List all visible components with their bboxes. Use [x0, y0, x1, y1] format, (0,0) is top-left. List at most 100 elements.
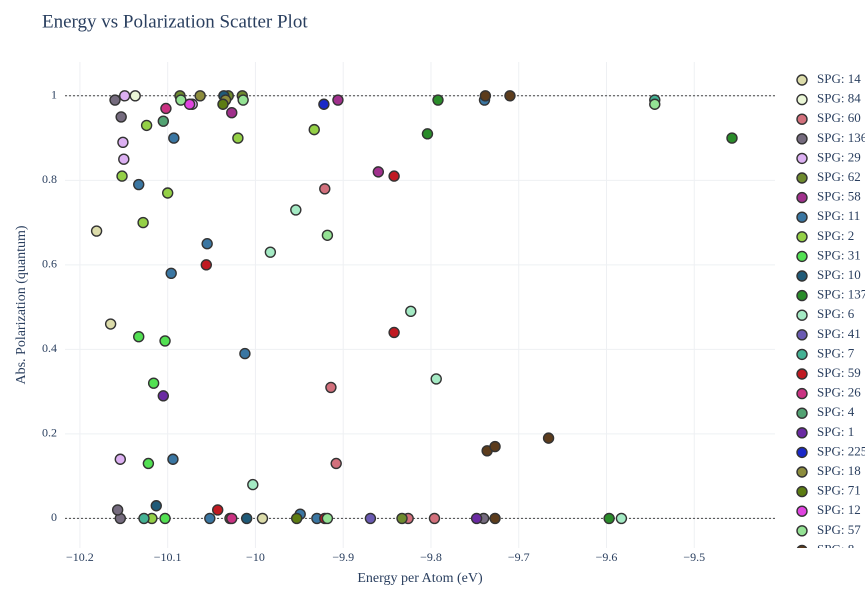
legend-label[interactable]: SPG: 7: [817, 345, 855, 360]
point: [325, 381, 337, 394]
legend-marker[interactable]: [796, 270, 808, 282]
legend-marker[interactable]: [796, 172, 808, 184]
point: [150, 500, 162, 512]
point: [239, 347, 251, 360]
point: [159, 512, 171, 525]
point: [157, 115, 169, 127]
point: [168, 132, 180, 144]
x-tick-label: −9.9: [332, 550, 354, 564]
x-tick-label: −9.5: [683, 550, 705, 564]
point: [430, 373, 442, 385]
legend-marker[interactable]: [796, 74, 808, 86]
legend-marker[interactable]: [796, 348, 808, 361]
legend-label[interactable]: SPG: 6: [817, 306, 855, 321]
legend-label[interactable]: SPG: 12: [817, 502, 861, 517]
point: [290, 204, 302, 216]
point: [372, 166, 385, 178]
legend-label[interactable]: SPG: 1: [817, 424, 854, 439]
point: [428, 512, 441, 525]
point: [332, 94, 344, 106]
x-tick-label: −9.7: [508, 550, 530, 564]
point: [201, 238, 213, 250]
legend-label[interactable]: SPG: 2: [817, 228, 854, 243]
point: [364, 512, 377, 525]
x-tick-label: −10.1: [154, 550, 182, 564]
x-tick-label: −9.8: [420, 550, 442, 564]
point: [489, 512, 501, 525]
point: [308, 123, 320, 136]
point: [133, 178, 145, 191]
point: [114, 453, 126, 465]
legend-marker[interactable]: [796, 387, 808, 400]
y-tick-label: 0: [51, 510, 57, 524]
legend-label[interactable]: SPG: 26: [817, 385, 861, 400]
point: [432, 94, 444, 106]
y-tick-label: 0.8: [42, 172, 57, 186]
legend-label[interactable]: SPG: 58: [817, 189, 861, 204]
legend-label[interactable]: SPG: 62: [817, 169, 861, 184]
legend-marker[interactable]: [796, 133, 808, 145]
legend-marker[interactable]: [796, 93, 808, 106]
legend-marker[interactable]: [796, 525, 808, 537]
legend-marker[interactable]: [796, 485, 808, 498]
legend-marker[interactable]: [796, 466, 808, 478]
legend-label[interactable]: SPG: 10: [817, 267, 861, 282]
legend-marker[interactable]: [796, 446, 808, 459]
points: [90, 90, 738, 525]
legend-marker[interactable]: [796, 113, 808, 125]
legend-label[interactable]: SPG: 29: [817, 149, 861, 164]
point: [240, 512, 253, 525]
point: [133, 330, 145, 343]
legend-label[interactable]: SPG: 11: [817, 208, 860, 223]
legend-marker[interactable]: [796, 289, 808, 302]
legend-marker[interactable]: [796, 231, 808, 243]
point: [318, 98, 330, 110]
point: [226, 512, 238, 525]
point: [237, 94, 249, 106]
legend-label[interactable]: SPG: 4: [817, 404, 855, 419]
legend-label[interactable]: SPG: 71: [817, 483, 861, 498]
point: [330, 457, 342, 470]
point: [489, 440, 501, 453]
legend-marker[interactable]: [796, 152, 808, 165]
point: [129, 90, 141, 102]
legend-marker[interactable]: [796, 191, 808, 204]
point: [726, 132, 738, 144]
x-tick-label: −10.2: [66, 550, 94, 564]
y-tick-label: 0.6: [42, 257, 57, 271]
legend-marker[interactable]: [796, 407, 808, 419]
point: [200, 259, 212, 271]
legend-label[interactable]: SPG: 31: [817, 247, 861, 262]
point: [421, 128, 434, 140]
legend-marker[interactable]: [796, 427, 808, 439]
point: [167, 453, 179, 465]
legend-label[interactable]: SPG: 59: [817, 365, 861, 380]
point: [319, 183, 331, 195]
point: [140, 119, 153, 132]
point: [470, 512, 483, 525]
legend-label[interactable]: SPG: 57: [817, 522, 861, 537]
legend-label[interactable]: SPG: 60: [817, 110, 861, 125]
point: [138, 512, 150, 525]
legend-label[interactable]: SPG: 8: [817, 541, 854, 556]
legend-marker[interactable]: [796, 329, 808, 341]
legend-marker[interactable]: [796, 544, 808, 555]
legend-label[interactable]: SPG: 14: [817, 71, 861, 86]
legend-label[interactable]: SPG: 225: [817, 443, 865, 458]
point: [226, 107, 238, 119]
legend-marker[interactable]: [796, 250, 808, 263]
point: [109, 94, 121, 106]
legend-label[interactable]: SPG: 41: [817, 326, 861, 341]
point: [115, 111, 127, 123]
legend-label[interactable]: SPG: 136: [817, 130, 865, 145]
legend-marker[interactable]: [796, 505, 808, 517]
legend-label[interactable]: SPG: 84: [817, 91, 861, 106]
point: [321, 229, 334, 241]
legend-label[interactable]: SPG: 18: [817, 463, 861, 478]
legend-marker[interactable]: [796, 368, 808, 380]
legend-marker[interactable]: [796, 211, 808, 223]
legend-marker[interactable]: [796, 309, 808, 321]
point: [321, 512, 334, 525]
legend-label[interactable]: SPG: 137: [817, 287, 865, 302]
point: [405, 305, 417, 318]
